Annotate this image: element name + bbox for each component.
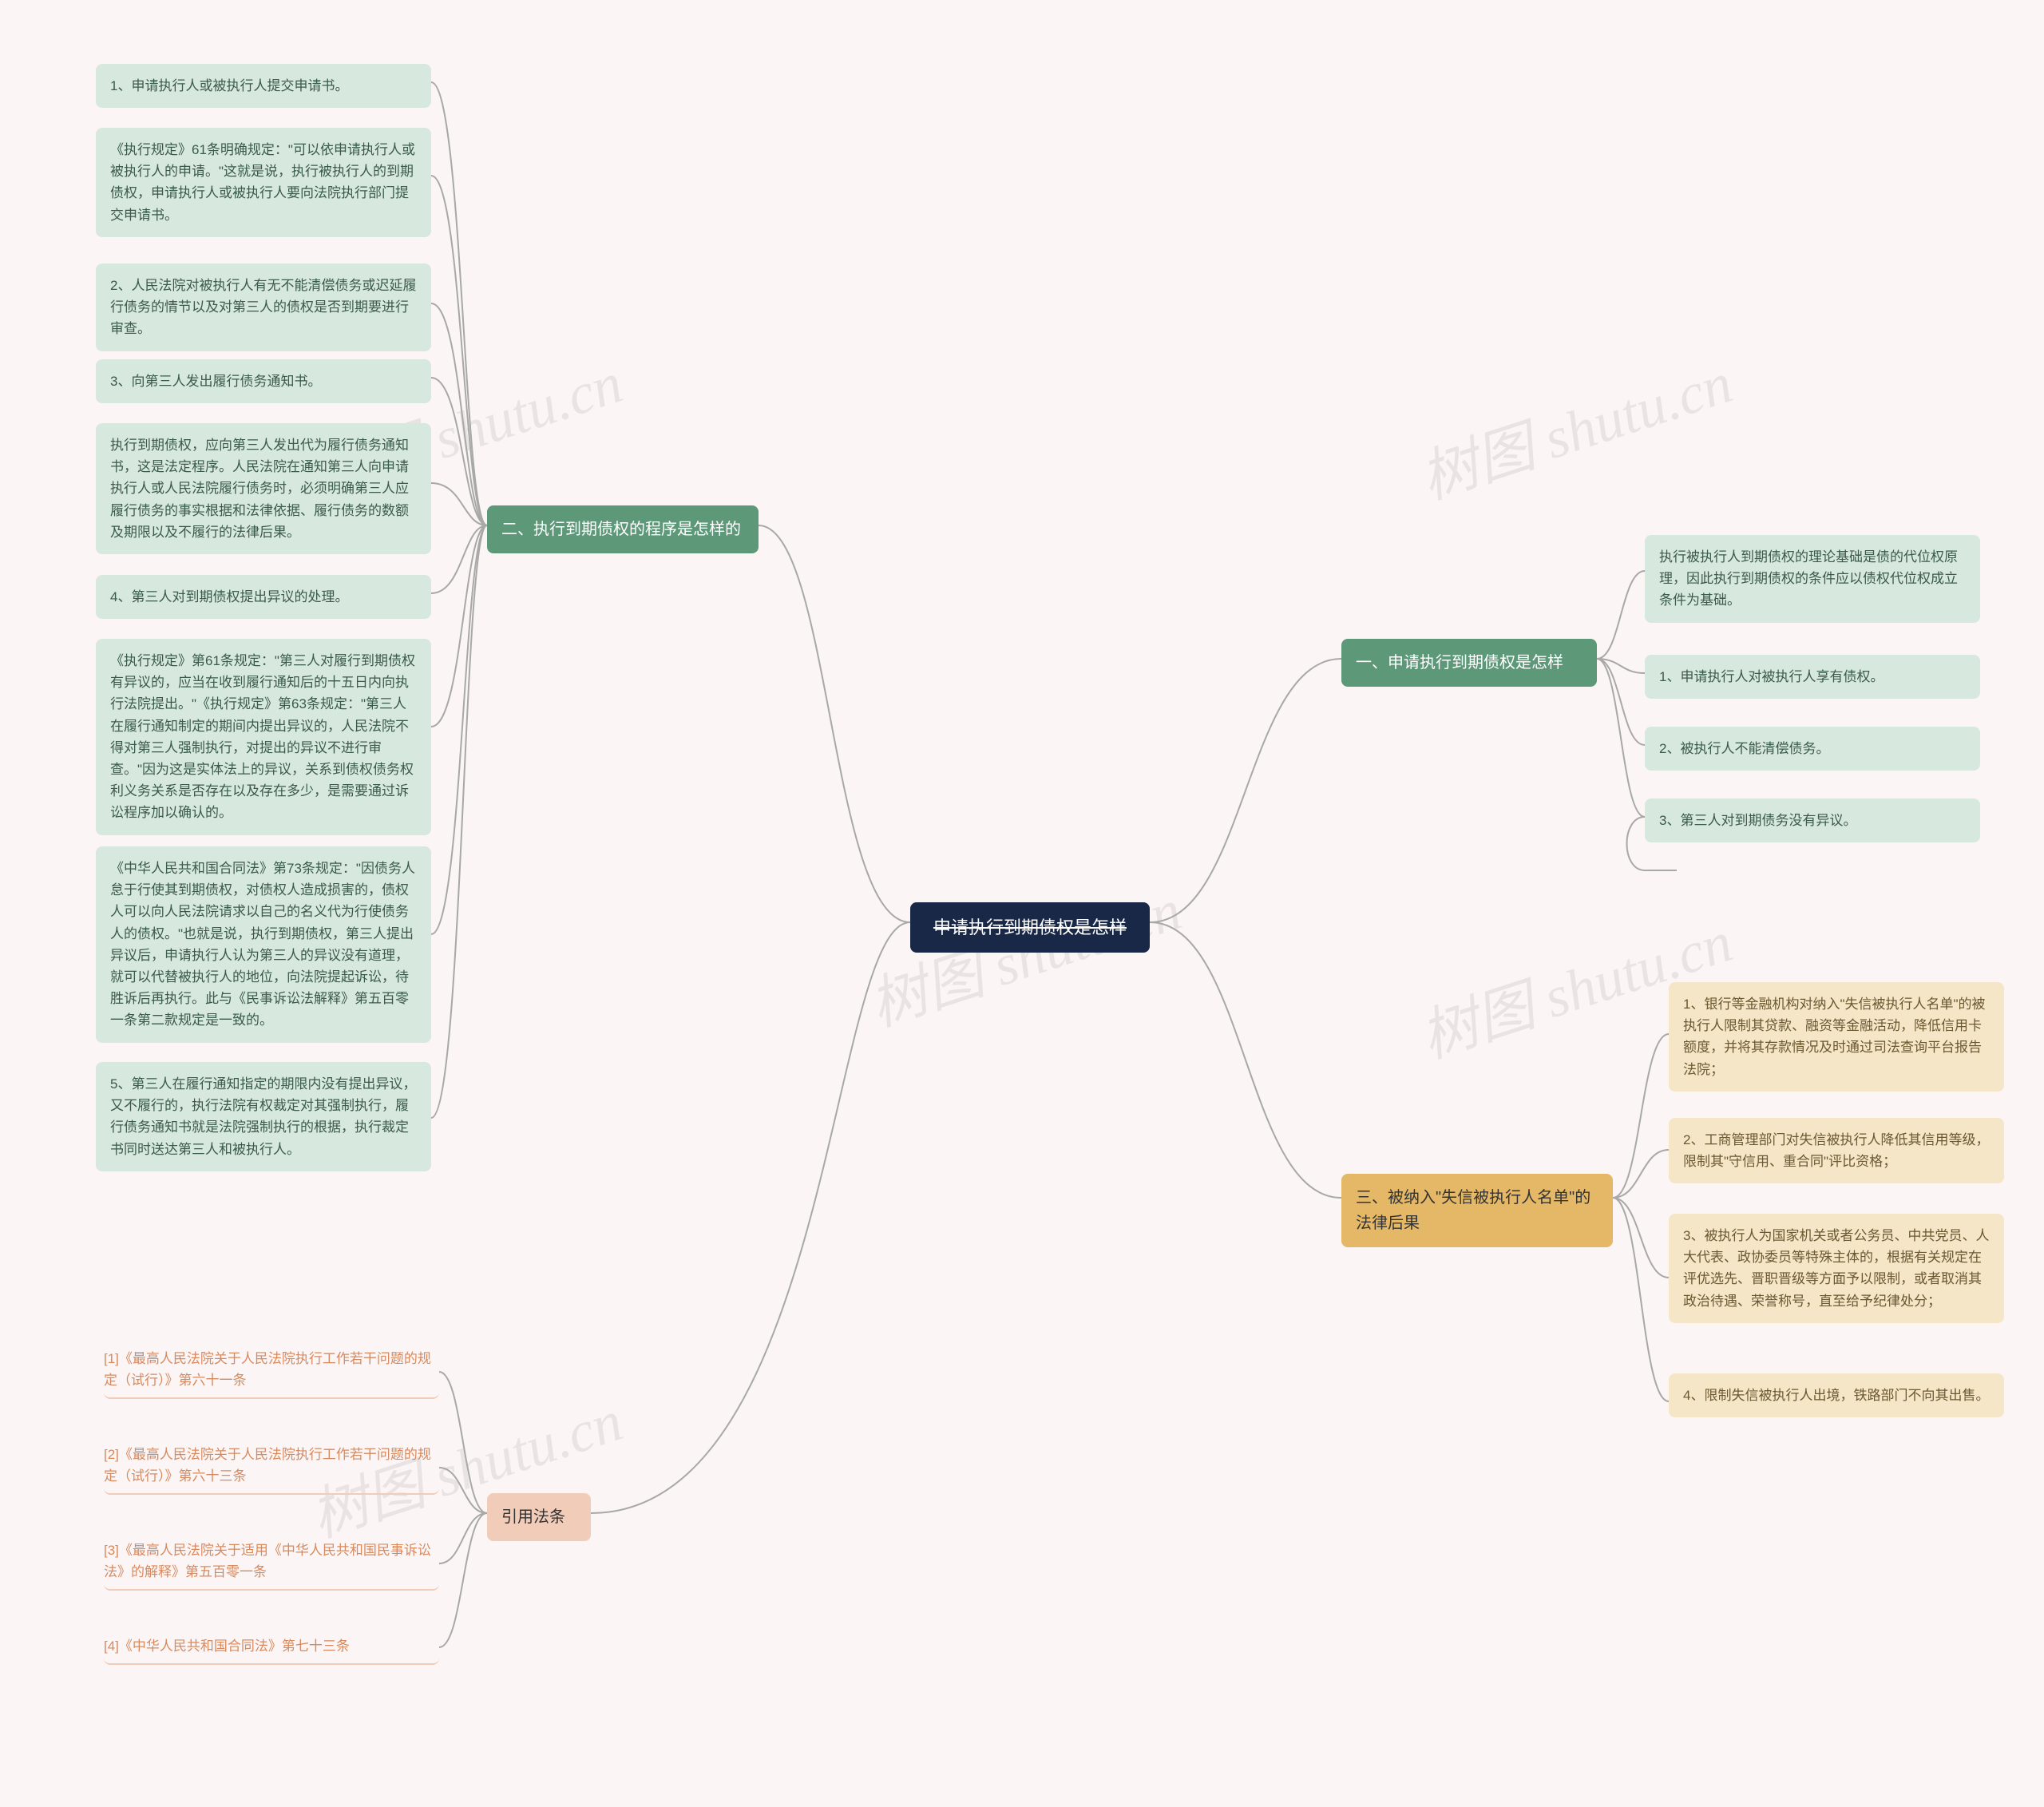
branch4-leaf: [4]《中华人民共和国合同法》第七十三条 — [104, 1629, 439, 1665]
branch2-leaf: 《执行规定》61条明确规定："可以依申请执行人或被执行人的申请。"这就是说，执行… — [96, 128, 431, 237]
branch4-leaf: [2]《最高人民法院关于人民法院执行工作若干问题的规定（试行）》第六十三条 — [104, 1437, 439, 1495]
branch2-leaf: 《执行规定》第61条规定："第三人对履行到期债权有异议的，应当在收到履行通知后的… — [96, 639, 431, 835]
branch1-leaf: 执行被执行人到期债权的理论基础是债的代位权原理，因此执行到期债权的条件应以债权代… — [1645, 535, 1980, 623]
branch2-leaf: 1、申请执行人或被执行人提交申请书。 — [96, 64, 431, 108]
branch1-leaf: 1、申请执行人对被执行人享有债权。 — [1645, 655, 1980, 699]
branch2-leaf: 《中华人民共和国合同法》第73条规定："因债务人怠于行使其到期债权，对债权人造成… — [96, 846, 431, 1043]
branch-procedure[interactable]: 二、执行到期债权的程序是怎样的 — [487, 505, 759, 553]
watermark: 树图 shutu.cn — [1408, 335, 1741, 515]
branch2-leaf: 5、第三人在履行通知指定的期限内没有提出异议，又不履行的，执行法院有权裁定对其强… — [96, 1062, 431, 1171]
root-node[interactable]: 申请执行到期债权是怎样 — [910, 902, 1150, 953]
branch2-leaf: 3、向第三人发出履行债务通知书。 — [96, 359, 431, 403]
branch2-leaf: 执行到期债权，应向第三人发出代为履行债务通知书，这是法定程序。人民法院在通知第三… — [96, 423, 431, 554]
branch-application[interactable]: 一、申请执行到期债权是怎样 — [1341, 639, 1597, 687]
branch2-leaf: 2、人民法院对被执行人有无不能清偿债务或迟延履行债务的情节以及对第三人的债权是否… — [96, 264, 431, 351]
branch3-leaf: 1、银行等金融机构对纳入"失信被执行人名单"的被执行人限制其贷款、融资等金融活动… — [1669, 982, 2004, 1092]
branch-consequences[interactable]: 三、被纳入"失信被执行人名单"的法律后果 — [1341, 1174, 1613, 1247]
branch1-leaf: 2、被执行人不能清偿债务。 — [1645, 727, 1980, 771]
branch4-leaf: [1]《最高人民法院关于人民法院执行工作若干问题的规定（试行）》第六十一条 — [104, 1341, 439, 1399]
branch3-leaf: 2、工商管理部门对失信被执行人降低其信用等级，限制其"守信用、重合同"评比资格； — [1669, 1118, 2004, 1183]
branch2-leaf: 4、第三人对到期债权提出异议的处理。 — [96, 575, 431, 619]
branch3-leaf: 4、限制失信被执行人出境，铁路部门不向其出售。 — [1669, 1373, 2004, 1417]
branch-citations[interactable]: 引用法条 — [487, 1493, 591, 1541]
branch4-leaf: [3]《最高人民法院关于适用《中华人民共和国民事诉讼法》的解释》第五百零一条 — [104, 1533, 439, 1591]
branch3-leaf: 3、被执行人为国家机关或者公务员、中共党员、人大代表、政协委员等特殊主体的，根据… — [1669, 1214, 2004, 1323]
branch1-leaf: 3、第三人对到期债务没有异议。 — [1645, 798, 1980, 842]
